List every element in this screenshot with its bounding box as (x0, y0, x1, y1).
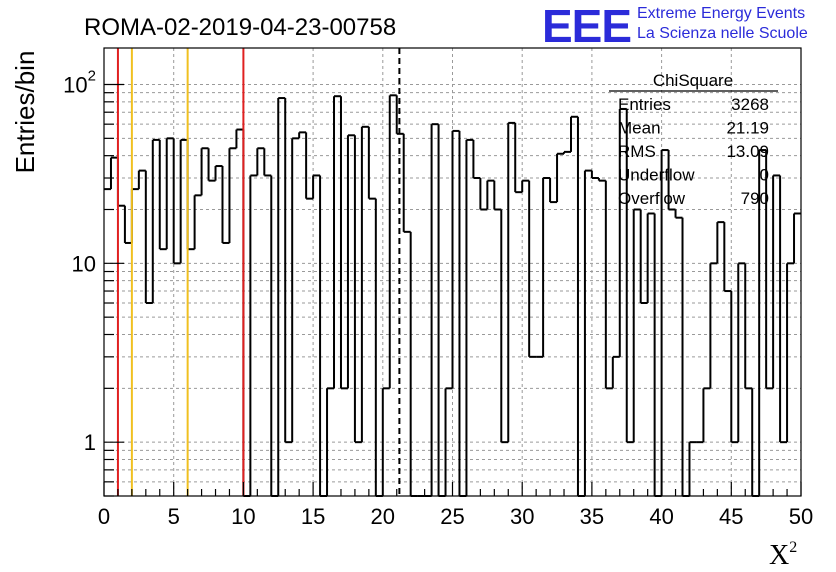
stats-label: RMS (618, 142, 656, 161)
y-tick-label: 102 (63, 68, 96, 98)
y-axis: 1 10 102 (63, 68, 124, 497)
y-axis-label: Entries/bin (10, 51, 40, 174)
eee-logo: EEE Extreme Energy Events La Scienza nel… (542, 0, 808, 52)
x-tick-label: 15 (301, 504, 325, 529)
logo-line2: La Scienza nelle Scuole (637, 25, 808, 42)
y-tick-label: 10 (72, 251, 96, 276)
x-tick-label: 35 (580, 504, 604, 529)
stats-label: Underflow (618, 166, 695, 185)
y-tick-label: 1 (84, 430, 96, 455)
stats-label: Entries (618, 95, 671, 114)
stats-value: 21.19 (726, 119, 769, 138)
x-tick-label: 50 (789, 504, 813, 529)
x-tick-label: 25 (440, 504, 464, 529)
logo-mark: EEE (542, 0, 631, 52)
stats-value: 13.09 (726, 142, 769, 161)
histogram-bars (104, 94, 801, 497)
x-tick-label: 0 (98, 504, 110, 529)
x-tick-label: 10 (231, 504, 255, 529)
stats-title: ChiSquare (653, 71, 733, 90)
x-axis: 0 5 10 15 20 25 30 35 40 45 50 (98, 482, 813, 529)
stats-label: Mean (618, 119, 661, 138)
chart-title: ROMA-02-2019-04-23-00758 (84, 14, 396, 41)
stats-label: Overflow (618, 189, 686, 208)
x-axis-label: X2 (769, 539, 797, 571)
stats-value: 790 (741, 189, 769, 208)
stats-value: 0 (760, 166, 769, 185)
logo-line1: Extreme Energy Events (637, 5, 805, 22)
x-tick-label: 40 (649, 504, 673, 529)
x-tick-label: 45 (719, 504, 743, 529)
x-tick-label: 30 (510, 504, 534, 529)
x-tick-label: 20 (371, 504, 395, 529)
stats-value: 3268 (731, 95, 769, 114)
x-tick-label: 5 (168, 504, 180, 529)
stats-box: ChiSquare Entries 3268 Mean 21.19 RMS 13.09 Un… (609, 71, 778, 208)
reference-lines (116, 48, 401, 496)
